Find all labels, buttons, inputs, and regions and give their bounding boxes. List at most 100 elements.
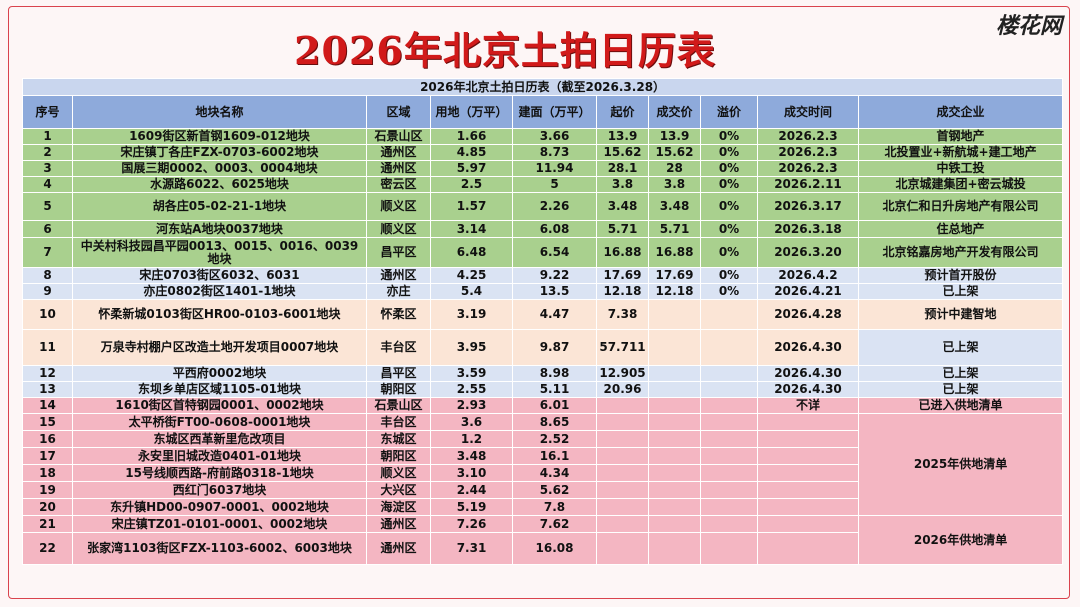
table-cell bbox=[648, 381, 701, 398]
table-cell: 1.66 bbox=[430, 128, 513, 145]
table-cell: 15号线顺西路-府前路0318-1地块 bbox=[72, 464, 367, 482]
table-row: 11 万泉寺村棚户区改造土地开发项目0007地块 丰台区 3.95 9.87 57.711… bbox=[22, 329, 1064, 366]
table-row: 6 河东站A地块0037地块 顺义区 3.14 6.08 5.71 5.71 0% 2026.3… bbox=[22, 220, 1064, 238]
table-cell: 3.66 bbox=[512, 128, 597, 145]
table-cell: 9 bbox=[22, 283, 73, 300]
table-cell bbox=[757, 498, 859, 516]
table-cell: 2026.3.17 bbox=[757, 192, 859, 221]
column-header: 起价 bbox=[596, 95, 649, 129]
table-cell: 13.9 bbox=[596, 128, 649, 145]
table-cell bbox=[648, 365, 701, 382]
table-cell bbox=[700, 413, 758, 431]
table-cell bbox=[700, 381, 758, 398]
table-cell bbox=[648, 464, 701, 482]
table-cell: 5.11 bbox=[512, 381, 597, 398]
table-row: 2 宋庄镇丁各庄FZX-0703-6002地块 通州区 4.85 8.73 15.62 15… bbox=[22, 144, 1064, 161]
table-cell: 2026.2.3 bbox=[757, 128, 859, 145]
table-cell: 东城区西革新里危改项目 bbox=[72, 430, 367, 448]
table-cell: 7.8 bbox=[512, 498, 597, 516]
table-cell bbox=[700, 498, 758, 516]
table-cell: 14 bbox=[22, 397, 73, 414]
table-cell: 10 bbox=[22, 299, 73, 330]
table-cell: 海淀区 bbox=[366, 498, 431, 516]
table-cell: 2 bbox=[22, 144, 73, 161]
table-cell: 北京城建集团+密云城投 bbox=[857, 176, 1064, 193]
table-cell: 中关村科技园昌平园0013、0015、0016、0039地块 bbox=[72, 237, 367, 268]
table-cell: 昌平区 bbox=[366, 365, 431, 382]
table-cell: 东升镇HD00-0907-0001、0002地块 bbox=[72, 498, 367, 516]
table-cell: 2026.4.30 bbox=[757, 329, 859, 366]
table-cell: 石景山区 bbox=[366, 128, 431, 145]
table-cell: 石景山区 bbox=[366, 397, 431, 414]
table-cell: 6.01 bbox=[512, 397, 597, 414]
table-cell bbox=[757, 413, 859, 431]
table-cell bbox=[596, 532, 649, 565]
table-cell: 2026.3.18 bbox=[757, 220, 859, 238]
table-cell bbox=[757, 447, 859, 465]
table-cell: 7.38 bbox=[596, 299, 649, 330]
table-cell: 亦庄 bbox=[366, 283, 431, 300]
table-cell: 15 bbox=[22, 413, 73, 431]
table-cell: 12.18 bbox=[648, 283, 701, 300]
table-cell: 12.18 bbox=[596, 283, 649, 300]
table-cell: 住总地产 bbox=[857, 220, 1064, 238]
table-cell bbox=[648, 329, 701, 366]
table-row: 5 胡各庄05-02-21-1地块 顺义区 1.57 2.26 3.48 3.48 0% 202… bbox=[22, 192, 1064, 221]
table-cell bbox=[596, 413, 649, 431]
table-cell bbox=[596, 397, 649, 414]
table-row: 15 太平桥街FT00-0608-0001地块 丰台区 3.6 8.65 2025年供地清… bbox=[22, 413, 1064, 516]
table-cell: 3.59 bbox=[430, 365, 513, 382]
table-cell: 19 bbox=[22, 481, 73, 499]
table-cell: 5 bbox=[512, 176, 597, 193]
table-cell: 顺义区 bbox=[366, 464, 431, 482]
table-row: 13 东坝乡单店区域1105-01地块 朝阳区 2.55 5.11 20.96 2026.4… bbox=[22, 381, 1064, 398]
table-cell: 8 bbox=[22, 267, 73, 284]
table-body: 2026年北京土拍日历表（截至2026.3.28） 序号 地块名称 区域 用地（万平）建… bbox=[21, 78, 1064, 565]
table-cell: 5.97 bbox=[430, 160, 513, 177]
column-header: 成交企业 bbox=[857, 95, 1064, 129]
table-cell: 2025年供地清单 bbox=[857, 413, 1064, 516]
table-cell: 北投置业+新航城+建工地产 bbox=[857, 144, 1064, 161]
frame bbox=[8, 6, 1070, 599]
table-cell: 16.88 bbox=[648, 237, 701, 268]
table-cell bbox=[596, 481, 649, 499]
table-cell: 5.62 bbox=[512, 481, 597, 499]
table-cell bbox=[700, 430, 758, 448]
table-cell: 7 bbox=[22, 237, 73, 268]
table-cell: 16.1 bbox=[512, 447, 597, 465]
table-cell: 13.9 bbox=[648, 128, 701, 145]
table-cell bbox=[700, 532, 758, 565]
table-cell: 2026年供地清单 bbox=[857, 515, 1064, 565]
table-cell: 0% bbox=[700, 176, 758, 193]
table-cell: 怀柔区 bbox=[366, 299, 431, 330]
table-cell: 4.47 bbox=[512, 299, 597, 330]
column-header: 成交价 bbox=[648, 95, 701, 129]
table-cell: 12.905 bbox=[596, 365, 649, 382]
table-cell: 胡各庄05-02-21-1地块 bbox=[72, 192, 367, 221]
header-row: 序号 地块名称 区域 用地（万平） 建面（万平） 起价 成交价 溢价 成交时间 成交企业 bbox=[22, 95, 1064, 129]
table-cell bbox=[700, 447, 758, 465]
table-row: 21 宋庄镇TZ01-0101-0001、0002地块 通州区 7.26 7.62 202… bbox=[22, 515, 1064, 565]
table-cell bbox=[596, 430, 649, 448]
table-cell: 丰台区 bbox=[366, 413, 431, 431]
table-cell: 已上架 bbox=[857, 283, 1064, 300]
table-row: 14 1610街区首特钢园0001、0002地块 石景山区 2.93 6.01 不详 已进入… bbox=[22, 397, 1064, 414]
table-cell: 已上架 bbox=[857, 365, 1064, 382]
table-row: 1 1609街区新首钢1609-012地块 石景山区 1.66 3.66 13.9 13.9… bbox=[22, 128, 1064, 145]
table-row: 10 怀柔新城0103街区HR00-0103-6001地块 怀柔区 3.19 4.47 7… bbox=[22, 299, 1064, 330]
table-cell: 通州区 bbox=[366, 144, 431, 161]
table-row: 9 亦庄0802街区1401-1地块 亦庄 5.4 13.5 12.18 12.18 0% 20… bbox=[22, 283, 1064, 300]
table-cell: 11 bbox=[22, 329, 73, 366]
table-cell: 7.26 bbox=[430, 515, 513, 533]
table-cell: 宋庄0703街区6032、6031 bbox=[72, 267, 367, 284]
table-cell: 大兴区 bbox=[366, 481, 431, 499]
table-cell bbox=[648, 481, 701, 499]
table-row: 8 宋庄0703街区6032、6031 通州区 4.25 9.22 17.69 17.69 0… bbox=[22, 267, 1064, 284]
table-cell: 6 bbox=[22, 220, 73, 238]
table-cell: 西红门6037地块 bbox=[72, 481, 367, 499]
table-cell: 水源路6022、6025地块 bbox=[72, 176, 367, 193]
table-cell: 3.8 bbox=[648, 176, 701, 193]
table-cell bbox=[757, 430, 859, 448]
table-cell bbox=[648, 397, 701, 414]
